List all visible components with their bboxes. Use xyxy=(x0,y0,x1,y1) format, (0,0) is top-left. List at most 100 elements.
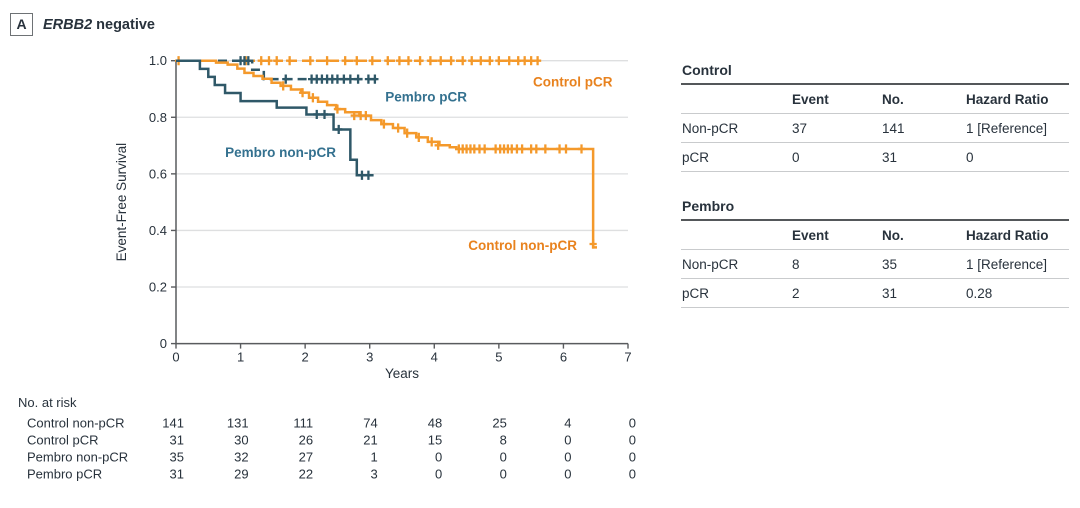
at-risk-value: 0 xyxy=(629,416,636,431)
at-risk-value: 35 xyxy=(170,450,184,465)
at-risk-row-label: Control pCR xyxy=(27,433,99,448)
at-risk-value: 1 xyxy=(370,450,377,465)
survival-curve xyxy=(176,59,374,177)
table-row: pCR 2 31 0.28 xyxy=(681,279,1069,308)
axes xyxy=(171,60,629,349)
series-pembro-pcr: Pembro pCR xyxy=(176,56,467,104)
x-tick-label: 1 xyxy=(237,350,244,365)
panel-letter-badge: A xyxy=(10,13,33,36)
at-risk-value: 30 xyxy=(234,433,248,448)
at-risk-value: 22 xyxy=(299,467,313,482)
col-hazard-ratio: Hazard Ratio xyxy=(966,228,1049,243)
at-risk-value: 141 xyxy=(162,416,184,431)
at-risk-value: 111 xyxy=(293,416,313,431)
x-tick-label: 7 xyxy=(624,350,631,365)
x-tick-label: 2 xyxy=(302,350,309,365)
pembro-hazard-table: Pembro Event No. Hazard Ratio Non-pCR 8 … xyxy=(681,198,1069,308)
hazard-ratio-value: 0.28 xyxy=(966,286,993,301)
at-risk-value: 8 xyxy=(500,433,507,448)
censor-marks xyxy=(313,109,373,180)
at-risk-value: 32 xyxy=(234,450,248,465)
y-axis-title: Event-Free Survival xyxy=(114,143,129,262)
table-title: Pembro xyxy=(681,198,1069,221)
x-tick-label: 3 xyxy=(366,350,373,365)
event-value: 2 xyxy=(792,286,800,301)
hazard-tables: Control Event No. Hazard Ratio Non-pCR 3… xyxy=(681,62,1069,308)
kaplan-meier-plot: 0 0.2 0.4 0.6 0.8 1.0 0 1 2 3 4 5 6 7 Years Event-Free … xyxy=(18,53,636,482)
no-value: 31 xyxy=(882,286,898,301)
at-risk-row-label: Pembro pCR xyxy=(27,467,102,482)
at-risk-value: 0 xyxy=(435,467,442,482)
y-tick-label: 0.4 xyxy=(149,223,167,238)
x-axis-title: Years xyxy=(385,366,419,381)
table-header-row: Event No. Hazard Ratio xyxy=(681,221,1069,250)
table-title: Control xyxy=(681,62,1069,85)
at-risk-value: 0 xyxy=(564,433,571,448)
x-tick-label: 4 xyxy=(431,350,438,365)
col-no: No. xyxy=(882,92,904,107)
panel-title-rest: negative xyxy=(96,16,155,33)
table-header-row: Event No. Hazard Ratio xyxy=(681,85,1069,114)
at-risk-value: 25 xyxy=(492,416,506,431)
at-risk-value: 0 xyxy=(500,467,507,482)
table-row: Non-pCR 37 141 1 [Reference] xyxy=(681,114,1069,143)
hazard-ratio-value: 1 [Reference] xyxy=(966,257,1048,272)
row-label: pCR xyxy=(682,286,710,301)
tick-labels: 0 0.2 0.4 0.6 0.8 1.0 0 1 2 3 4 5 6 7 xyxy=(149,53,632,364)
at-risk-value: 0 xyxy=(435,450,442,465)
y-tick-label: 0.6 xyxy=(149,166,167,181)
at-risk-value: 3 xyxy=(370,467,377,482)
at-risk-value: 0 xyxy=(629,450,636,465)
at-risk-value: 0 xyxy=(500,450,507,465)
y-tick-label: 1.0 xyxy=(149,53,167,68)
row-label: Non-pCR xyxy=(682,257,739,272)
x-tick-label: 0 xyxy=(172,350,179,365)
series-label: Control pCR xyxy=(533,74,613,89)
no-value: 35 xyxy=(882,257,898,272)
at-risk-value: 21 xyxy=(363,433,377,448)
series-label: Pembro pCR xyxy=(385,89,467,104)
hazard-ratio-value: 1 [Reference] xyxy=(966,121,1048,136)
gene-name: ERBB2 xyxy=(43,16,93,33)
at-risk-row-label: Control non-pCR xyxy=(27,416,125,431)
at-risk-value: 48 xyxy=(428,416,442,431)
at-risk-value: 26 xyxy=(299,433,313,448)
at-risk-value: 0 xyxy=(629,433,636,448)
censor-marks xyxy=(236,56,379,84)
col-no: No. xyxy=(882,228,904,243)
at-risk-value: 0 xyxy=(629,467,636,482)
row-label: pCR xyxy=(682,150,710,165)
series-label: Control non-pCR xyxy=(468,238,577,253)
at-risk-value: 0 xyxy=(564,450,571,465)
col-event: Event xyxy=(792,228,829,243)
series-label: Pembro non-pCR xyxy=(225,145,336,160)
col-event: Event xyxy=(792,92,829,107)
control-hazard-table: Control Event No. Hazard Ratio Non-pCR 3… xyxy=(681,62,1069,172)
y-tick-label: 0 xyxy=(160,336,167,351)
at-risk-value: 31 xyxy=(170,433,184,448)
at-risk-value: 29 xyxy=(234,467,248,482)
panel-title: ERBB2 negative xyxy=(43,17,155,33)
x-tick-label: 5 xyxy=(495,350,502,365)
panel-header: A ERBB2 negative xyxy=(10,13,155,36)
censor-marks xyxy=(279,81,597,249)
series-control-non-pcr: Control non-pCR xyxy=(176,59,597,253)
at-risk-value: 74 xyxy=(363,416,377,431)
at-risk-value: 15 xyxy=(428,433,442,448)
col-hazard-ratio: Hazard Ratio xyxy=(966,92,1049,107)
no-value: 141 xyxy=(882,121,905,136)
series-pembro-non-pcr: Pembro non-pCR xyxy=(176,59,374,180)
at-risk-value: 131 xyxy=(227,416,249,431)
at-risk-title: No. at risk xyxy=(18,395,77,410)
no-value: 31 xyxy=(882,150,898,165)
event-value: 8 xyxy=(792,257,800,272)
table-row: Non-pCR 8 35 1 [Reference] xyxy=(681,250,1069,279)
at-risk-value: 31 xyxy=(170,467,184,482)
y-tick-label: 0.2 xyxy=(149,280,167,295)
at-risk-value: 4 xyxy=(564,416,571,431)
at-risk-value: 27 xyxy=(299,450,313,465)
event-value: 37 xyxy=(792,121,808,136)
x-tick-label: 6 xyxy=(560,350,567,365)
